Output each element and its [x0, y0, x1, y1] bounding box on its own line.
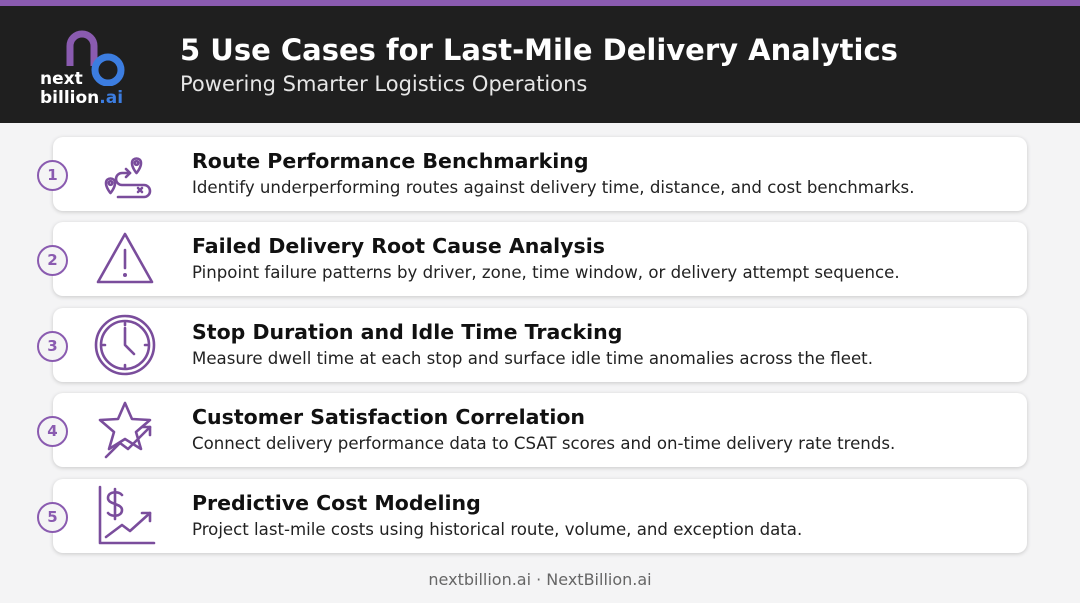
- icon-part: [133, 159, 140, 167]
- icon-part: [96, 232, 154, 284]
- item-icon: [92, 226, 158, 292]
- item-description: Measure dwell time at each stop and surf…: [192, 349, 873, 368]
- icon-part: [130, 157, 143, 175]
- item-title: Customer Satisfaction Correlation: [192, 405, 586, 429]
- card: [53, 393, 1027, 467]
- icon-part: [98, 485, 156, 545]
- item-number: 4: [37, 416, 68, 447]
- item-number: 5: [37, 502, 68, 533]
- card: [53, 308, 1027, 382]
- card: [53, 479, 1027, 553]
- logo-suffix: .ai: [99, 88, 124, 108]
- icon-part: [101, 321, 149, 369]
- item-title: Stop Duration and Idle Time Tracking: [192, 320, 623, 344]
- footer: nextbillion.ai · NextBillion.ai: [428, 570, 652, 589]
- card: [53, 137, 1027, 211]
- top-bar: [0, 0, 1080, 6]
- icon-part: [124, 167, 132, 179]
- item-title: Route Performance Benchmarking: [192, 149, 589, 173]
- logo-arch: [66, 30, 98, 66]
- header: next billion.ai 5 Use Cases for Last-Mil…: [0, 6, 1080, 123]
- icon-part: [98, 401, 152, 451]
- icon-graphic: [98, 485, 156, 545]
- logo-mark: [66, 30, 125, 86]
- item-description: Identify underperforming routes against …: [192, 178, 915, 197]
- item-description: Project last-mile costs using historical…: [192, 520, 803, 539]
- item-icon: [92, 141, 158, 207]
- item-description: Pinpoint failure patterns by driver, zon…: [192, 263, 900, 282]
- logo: next billion.ai: [34, 26, 134, 116]
- icon-graphic: [104, 157, 152, 199]
- item-title: Predictive Cost Modeling: [192, 491, 481, 515]
- item-number: 3: [37, 331, 68, 362]
- item-description: Connect delivery performance data to CSA…: [192, 434, 896, 453]
- item-icon: [92, 483, 158, 549]
- subtitle: Powering Smarter Logistics Operations: [180, 72, 588, 96]
- item-icon: [92, 397, 158, 463]
- icon-part: [123, 273, 127, 277]
- icon-part: [123, 326, 136, 356]
- icon-part: [99, 319, 151, 371]
- icon-graphic: [98, 401, 152, 459]
- icon-part: [94, 314, 156, 376]
- icon-part: [104, 425, 152, 459]
- icon-part: [140, 511, 152, 523]
- icon-part: [104, 177, 117, 195]
- logo-line1: next: [40, 69, 83, 89]
- icon-part: [140, 425, 152, 437]
- icon-graphic: [96, 232, 154, 284]
- icon-part: [106, 487, 124, 521]
- logo-billion: billion: [40, 88, 100, 108]
- item-number: 1: [37, 160, 68, 191]
- title: 5 Use Cases for Last-Mile Delivery Analy…: [180, 33, 898, 67]
- icon-part: [107, 179, 114, 187]
- item-title: Failed Delivery Root Cause Analysis: [192, 234, 605, 258]
- logo-ring: [91, 53, 125, 86]
- item-icon: [92, 312, 158, 378]
- icon-part: [114, 171, 152, 199]
- item-number: 2: [37, 245, 68, 276]
- icon-part: [136, 186, 144, 194]
- icon-graphic: [94, 314, 156, 376]
- icon-part: [104, 511, 152, 539]
- card: [53, 222, 1027, 296]
- logo-line2: billion.ai: [40, 89, 123, 107]
